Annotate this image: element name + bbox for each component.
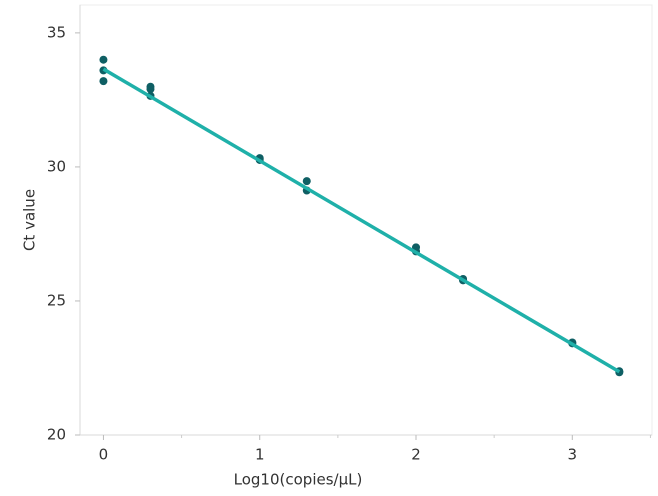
y-tick-label: 30 <box>47 157 66 175</box>
x-axis-label: Log10(copies/µL) <box>234 471 363 489</box>
data-point <box>302 177 311 186</box>
fit-line <box>102 67 621 374</box>
data-point <box>146 85 155 94</box>
x-tick-label: 1 <box>255 446 265 464</box>
data-point <box>99 55 108 64</box>
plot-frame <box>79 4 653 436</box>
y-tick-label: 35 <box>47 23 66 41</box>
x-tick-label: 2 <box>411 446 421 464</box>
x-tick-label: 0 <box>99 446 109 464</box>
y-tick-label: 20 <box>47 426 66 444</box>
y-axis-label: Ct value <box>21 189 39 251</box>
data-point <box>99 77 108 86</box>
x-tick-label: 3 <box>568 446 578 464</box>
y-tick-label: 25 <box>47 291 66 309</box>
